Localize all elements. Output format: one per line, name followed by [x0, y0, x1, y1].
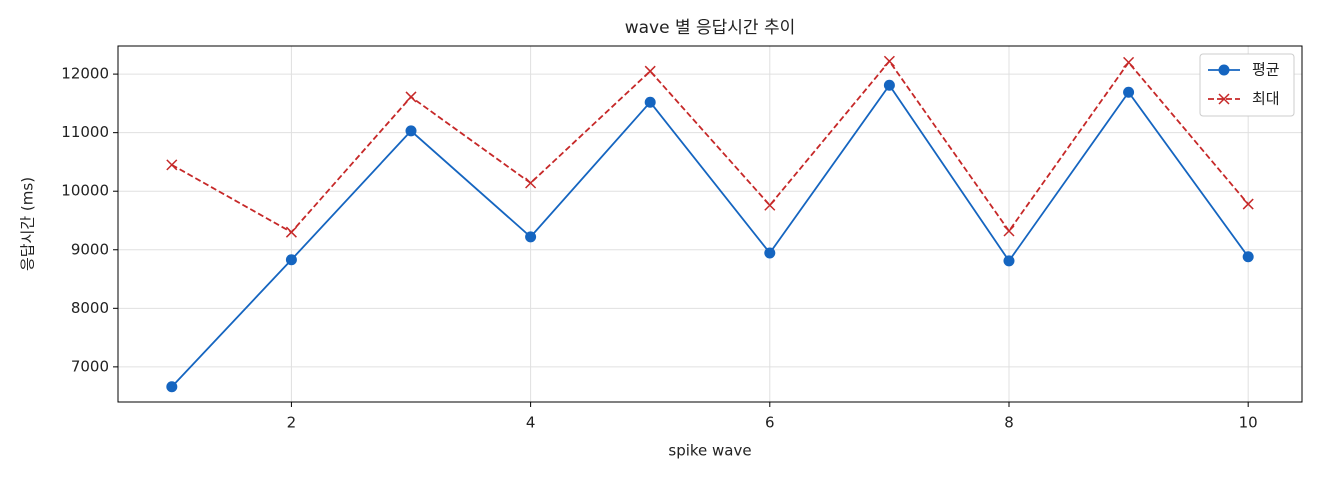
marker [764, 247, 776, 259]
marker [405, 91, 417, 103]
marker [166, 381, 178, 393]
x-tick-label: 4 [526, 414, 536, 432]
marker [1123, 56, 1135, 68]
plot-area [166, 55, 1254, 393]
y-tick-label: 8000 [71, 299, 109, 317]
marker [1123, 86, 1135, 98]
series-line [171, 83, 1249, 388]
y-tick-label: 11000 [61, 123, 109, 141]
marker [1218, 93, 1230, 105]
marker [525, 231, 537, 243]
y-tick-label: 12000 [61, 65, 109, 83]
marker [764, 199, 776, 211]
x-axis-label: spike wave [668, 442, 751, 460]
marker [1242, 251, 1254, 263]
marker [883, 55, 895, 67]
marker [1003, 255, 1015, 267]
series-line [171, 59, 1249, 234]
marker [883, 79, 895, 91]
y-tick-label: 7000 [71, 357, 109, 375]
x-tick-label: 6 [765, 414, 775, 432]
y-tick-label: 10000 [61, 182, 109, 200]
marker [405, 125, 417, 137]
marker [644, 65, 656, 77]
marker [285, 226, 297, 238]
marker [525, 177, 537, 189]
x-tick-label: 2 [287, 414, 297, 432]
y-axis-label: 응답시간 (ms) [19, 177, 37, 271]
marker [1218, 64, 1230, 76]
marker [166, 159, 178, 171]
plot-frame [117, 45, 1303, 403]
legend-label: 평균 [1252, 61, 1280, 79]
marker [644, 96, 656, 108]
legend-label: 최대 [1252, 90, 1280, 108]
x-tick-label: 10 [1239, 414, 1258, 432]
marker [285, 254, 297, 266]
marker [1242, 198, 1254, 210]
y-tick-label: 9000 [71, 240, 109, 258]
x-tick-label: 8 [1004, 414, 1014, 432]
marker [1003, 225, 1015, 237]
chart-title: wave 별 응답시간 추이 [625, 18, 796, 38]
legend-box [1199, 53, 1295, 117]
